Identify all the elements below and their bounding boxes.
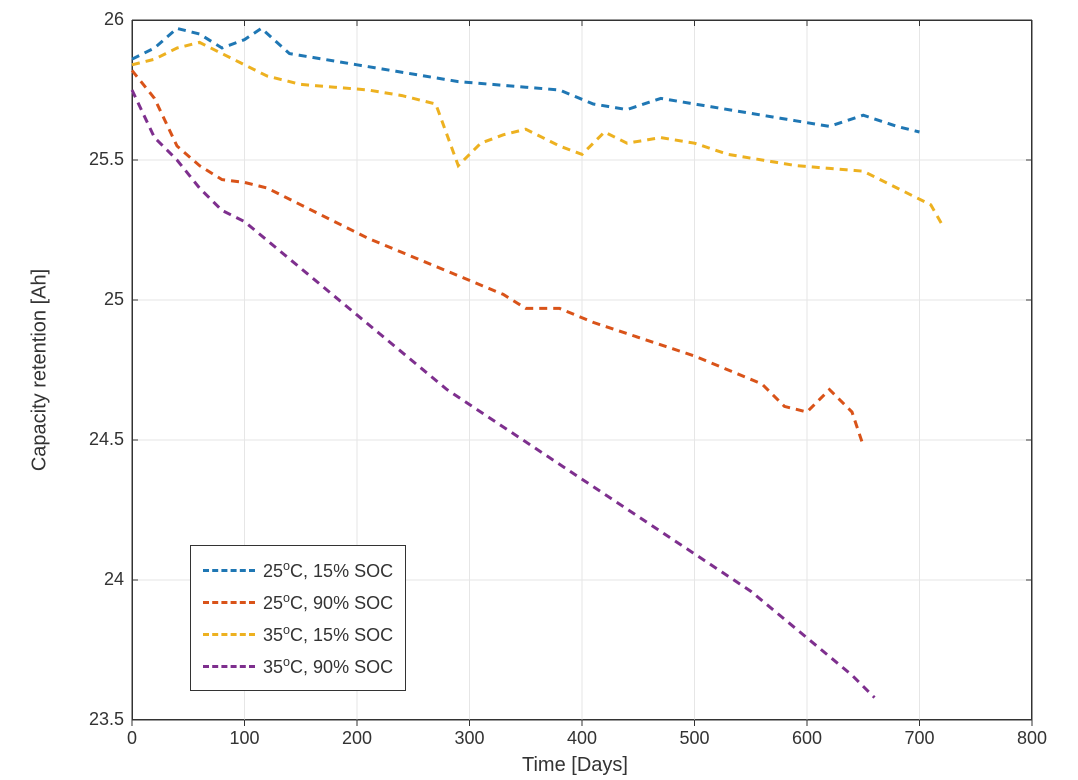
chart-lines: [0, 0, 1078, 780]
legend-swatch: [203, 601, 255, 604]
x-tick-label: 200: [337, 728, 377, 749]
x-tick-label: 0: [112, 728, 152, 749]
legend: 25oC, 15% SOC 25oC, 90% SOC 35oC, 15% SOC 3…: [190, 545, 406, 691]
x-tick-label: 600: [787, 728, 827, 749]
x-tick-label: 400: [562, 728, 602, 749]
x-tick-label: 300: [450, 728, 490, 749]
y-tick-label: 25.5: [89, 149, 124, 170]
x-tick-label: 100: [225, 728, 265, 749]
x-axis-label: Time [Days]: [522, 754, 628, 777]
legend-label: 35oC, 90% SOC: [263, 655, 393, 678]
legend-label: 25oC, 15% SOC: [263, 559, 393, 582]
chart-container: 0 100 200 300 400 500 600 700 800 23.5 24 24.5 25 25.…: [0, 0, 1078, 780]
series-line-25C-90SOC: [132, 70, 863, 445]
legend-item-25C-15SOC: 25oC, 15% SOC: [203, 554, 393, 586]
legend-item-35C-15SOC: 35oC, 15% SOC: [203, 618, 393, 650]
y-tick-label: 24: [104, 569, 124, 590]
legend-label: 25oC, 90% SOC: [263, 591, 393, 614]
legend-swatch: [203, 569, 255, 572]
legend-swatch: [203, 665, 255, 668]
x-tick-label: 700: [900, 728, 940, 749]
y-tick-label: 24.5: [89, 429, 124, 450]
legend-item-35C-90SOC: 35oC, 90% SOC: [203, 650, 393, 682]
y-tick-label: 23.5: [89, 709, 124, 730]
x-tick-label: 500: [675, 728, 715, 749]
legend-swatch: [203, 633, 255, 636]
legend-label: 35oC, 15% SOC: [263, 623, 393, 646]
y-tick-label: 25: [104, 289, 124, 310]
y-tick-label: 26: [104, 9, 124, 30]
series-line-25C-15SOC: [132, 28, 920, 132]
x-tick-label: 800: [1012, 728, 1052, 749]
y-axis-label: Capacity retention [Ah]: [29, 269, 52, 471]
legend-item-25C-90SOC: 25oC, 90% SOC: [203, 586, 393, 618]
series-line-35C-15SOC: [132, 42, 942, 224]
